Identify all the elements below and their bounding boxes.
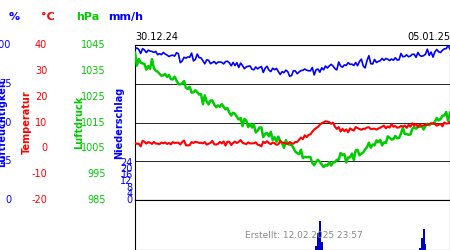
Text: Niederschlag: Niederschlag [114, 86, 124, 159]
Text: 20: 20 [35, 92, 47, 102]
Bar [424, 244, 427, 250]
Text: 20: 20 [121, 164, 133, 174]
Text: 12: 12 [121, 176, 133, 186]
Text: 0: 0 [5, 195, 11, 205]
Bar [421, 238, 423, 250]
Text: 985: 985 [87, 195, 106, 205]
Text: Temperatur: Temperatur [22, 90, 32, 154]
Text: Luftfeuchtigkeit: Luftfeuchtigkeit [0, 78, 7, 167]
Text: 50: 50 [0, 118, 11, 128]
Text: 1015: 1015 [81, 118, 106, 128]
Text: Erstellt: 12.02.2025 23:57: Erstellt: 12.02.2025 23:57 [245, 230, 363, 239]
Text: %: % [9, 12, 20, 22]
Text: 0: 0 [41, 143, 47, 153]
Text: 1045: 1045 [81, 40, 106, 50]
Text: 05.01.25: 05.01.25 [407, 32, 450, 42]
Text: 24: 24 [121, 158, 133, 168]
Text: Luftdruck: Luftdruck [74, 96, 84, 149]
Text: °C: °C [40, 12, 54, 22]
Text: mm/h: mm/h [108, 12, 143, 22]
Bar [321, 242, 323, 250]
Text: 10: 10 [35, 118, 47, 128]
Text: 30.12.24: 30.12.24 [135, 32, 178, 42]
Text: 100: 100 [0, 40, 11, 50]
Text: 8: 8 [126, 182, 133, 192]
Text: 1035: 1035 [81, 66, 106, 76]
Bar [319, 221, 321, 250]
Text: -10: -10 [32, 169, 47, 179]
Text: -20: -20 [32, 195, 47, 205]
Text: hPa: hPa [76, 12, 100, 22]
Bar [315, 246, 317, 250]
Text: 25: 25 [0, 156, 11, 166]
Text: 995: 995 [87, 169, 106, 179]
Text: 40: 40 [35, 40, 47, 50]
Text: 75: 75 [0, 79, 11, 89]
Text: 4: 4 [126, 189, 133, 199]
Text: 16: 16 [121, 170, 133, 180]
Bar [423, 229, 424, 250]
Text: 1025: 1025 [81, 92, 106, 102]
Text: 1005: 1005 [81, 143, 106, 153]
Bar [419, 248, 421, 250]
Text: 0: 0 [126, 195, 133, 205]
Bar [317, 233, 319, 250]
Text: 30: 30 [35, 66, 47, 76]
